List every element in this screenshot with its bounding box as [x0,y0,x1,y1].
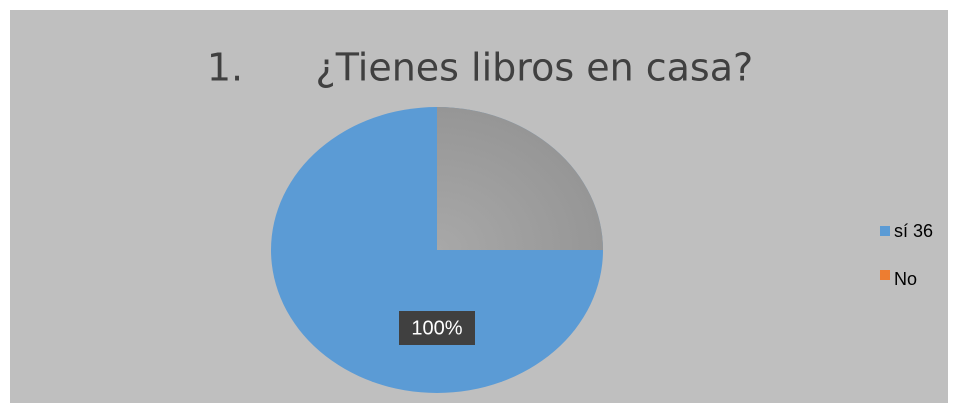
legend: sí 36 No [880,221,933,289]
chart-title: 1. ¿Tienes libros en casa? [207,46,753,90]
legend-label: sí 36 [894,221,933,241]
data-label: 100% [411,317,462,339]
legend-label: No [894,269,917,289]
legend-swatch [880,226,890,236]
data-label-box [399,311,475,345]
legend-swatch [880,270,890,280]
data-labels: 100% [399,311,475,345]
plot-shading [437,107,603,250]
